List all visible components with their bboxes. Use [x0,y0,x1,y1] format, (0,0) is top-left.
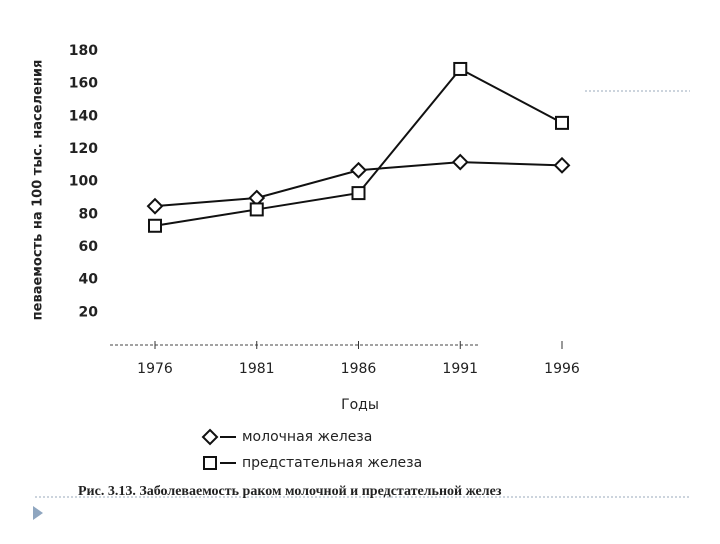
square-marker [249,202,264,217]
caption: Рис. 3.13. Заболеваемость раком молочной… [78,484,502,499]
bullet [33,506,43,520]
x-tick-label: 1991 [442,361,478,377]
diamond-marker [350,161,367,179]
square-marker [148,218,162,233]
legend-label: молочная железа [242,429,372,445]
diamond-marker [553,156,571,174]
y-tick-label: 140 [69,108,98,124]
square-marker [453,61,468,76]
square-marker [351,186,366,201]
x-tick-label: 1981 [239,361,275,377]
x-tick-label: 1986 [341,361,377,377]
y-tick-label: 80 [79,206,99,222]
y-tick-label: 180 [69,43,98,59]
y-axis-label: певаемость на 100 тыс. населения [31,60,46,321]
x-tick-label: 1996 [544,361,580,377]
legend-label: предстательная железа [242,455,422,471]
diamond-marker [451,153,469,171]
y-tick-label: 120 [69,141,98,157]
x-axis-label: Годы [341,397,379,413]
diamond-marker [146,197,164,215]
y-tick-label: 60 [79,239,99,255]
square-marker [203,456,217,470]
y-tick-label: 20 [79,304,99,320]
y-tick-label: 160 [69,76,98,92]
y-tick-label: 100 [69,174,98,190]
diamond-marker [201,428,219,446]
square-marker [555,115,569,130]
x-tick-label: 1976 [137,361,173,377]
y-tick-label: 40 [79,272,99,288]
